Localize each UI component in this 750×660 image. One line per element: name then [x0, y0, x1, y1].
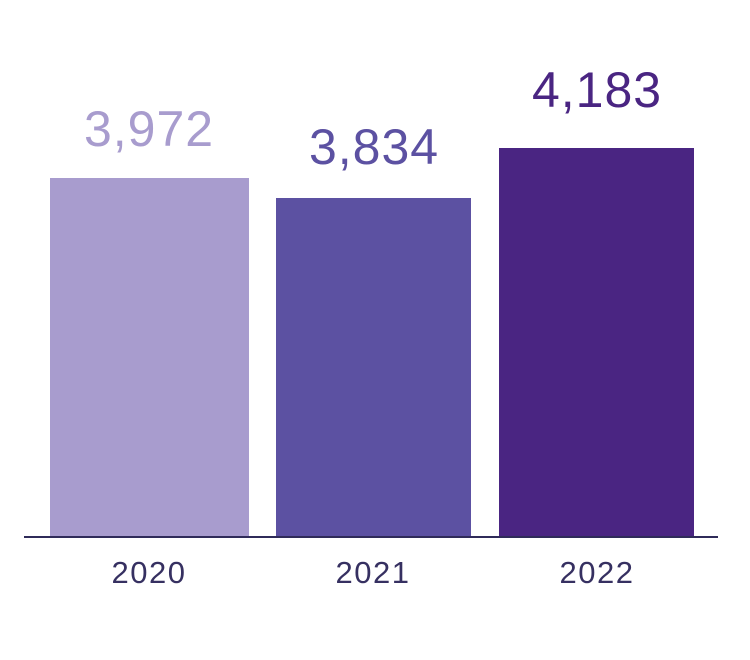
bar-2022 [499, 148, 694, 536]
value-label-2021: 3,834 [308, 119, 440, 175]
x-tick-label-2021: 2021 [335, 555, 411, 590]
value-label-2022: 4,183 [531, 62, 663, 118]
x-tick-label-2022: 2022 [559, 555, 635, 590]
x-tick-label-2020: 2020 [111, 555, 187, 590]
bar-2021 [276, 198, 471, 536]
bar-2020 [50, 178, 249, 536]
value-label-2020: 3,972 [83, 101, 215, 157]
x-axis-line [24, 536, 718, 538]
